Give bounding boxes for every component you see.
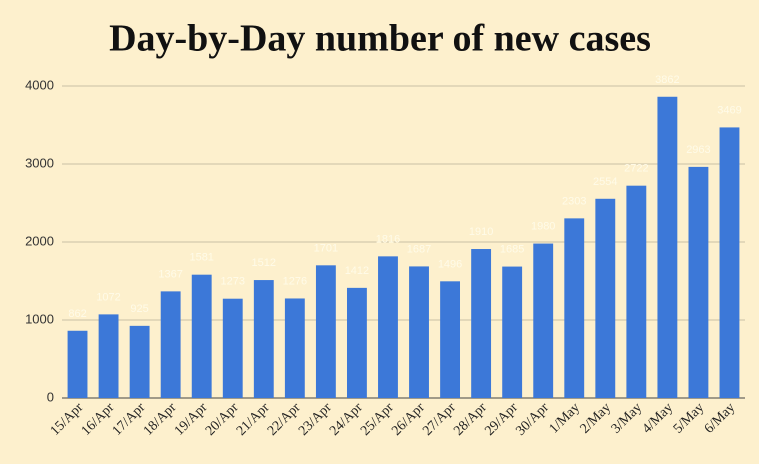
bar	[160, 291, 181, 398]
chart-title: Day-by-Day number of new cases	[109, 18, 651, 60]
x-tick-label: 6/May	[702, 400, 738, 436]
x-tick-label: 17/Apr	[110, 400, 149, 439]
x-tick-label: 21/Apr	[234, 400, 273, 439]
value-label: 925	[130, 303, 148, 315]
x-tick-label: 19/Apr	[172, 400, 211, 439]
value-label: 1816	[376, 233, 400, 245]
bar	[719, 127, 740, 398]
x-tick-label: 30/Apr	[513, 400, 552, 439]
value-label: 1512	[252, 257, 276, 269]
value-label: 862	[68, 308, 86, 320]
value-label: 2554	[593, 176, 617, 188]
bar	[502, 266, 523, 398]
bar	[595, 198, 616, 398]
value-label: 1581	[189, 252, 213, 264]
bar	[67, 330, 88, 398]
bar	[129, 325, 150, 398]
y-tick-label: 4000	[25, 77, 54, 92]
bar	[315, 265, 336, 398]
bar	[471, 249, 492, 398]
value-label: 3862	[655, 74, 679, 86]
value-label: 3469	[717, 104, 741, 116]
x-tick-label: 1/May	[547, 400, 583, 436]
x-tick-label: 23/Apr	[296, 400, 335, 439]
x-tick-label: 3/May	[609, 400, 645, 436]
x-tick-label: 18/Apr	[141, 400, 180, 439]
value-label: 1367	[158, 268, 182, 280]
bar	[626, 185, 647, 398]
y-tick-label: 2000	[25, 233, 54, 248]
value-label: 2963	[686, 144, 710, 156]
y-tick-label: 1000	[25, 311, 54, 326]
x-tick-label: 2/May	[578, 400, 614, 436]
x-tick-label: 16/Apr	[79, 400, 118, 439]
x-tick-label: 26/Apr	[389, 400, 428, 439]
value-label: 1072	[96, 291, 120, 303]
value-label: 1496	[438, 258, 462, 270]
bar	[191, 274, 212, 398]
value-label: 1980	[531, 221, 555, 233]
bar	[657, 96, 678, 398]
bar	[253, 280, 274, 398]
bar	[409, 266, 429, 398]
value-label: 1685	[500, 244, 524, 256]
bar	[222, 298, 243, 398]
x-tick-label: 28/Apr	[451, 400, 490, 439]
bar	[346, 287, 367, 398]
x-tick-label: 4/May	[640, 400, 676, 436]
x-tick-label: 15/Apr	[48, 400, 87, 439]
x-tick-label: 22/Apr	[265, 400, 304, 439]
bar	[378, 256, 398, 398]
value-label: 2303	[562, 195, 586, 207]
x-tick-label: 5/May	[671, 400, 707, 436]
x-tick-label: 25/Apr	[358, 400, 397, 439]
x-tick-label: 24/Apr	[327, 400, 366, 439]
x-tick-label: 27/Apr	[420, 400, 459, 439]
value-label: 1412	[345, 265, 369, 277]
value-label: 1687	[407, 243, 431, 255]
value-label: 2722	[624, 163, 648, 175]
bar	[284, 298, 305, 398]
value-label: 1273	[221, 276, 245, 288]
bar	[440, 281, 461, 398]
value-label: 1276	[283, 275, 307, 287]
bar	[688, 166, 709, 398]
x-tick-label: 29/Apr	[482, 400, 521, 439]
bar	[533, 243, 554, 398]
y-tick-label: 0	[47, 389, 54, 404]
y-tick-label: 3000	[25, 155, 54, 170]
value-label: 1910	[469, 226, 493, 238]
value-label: 1701	[314, 242, 338, 254]
bar	[564, 218, 585, 398]
bar	[98, 314, 119, 398]
x-tick-label: 20/Apr	[203, 400, 242, 439]
